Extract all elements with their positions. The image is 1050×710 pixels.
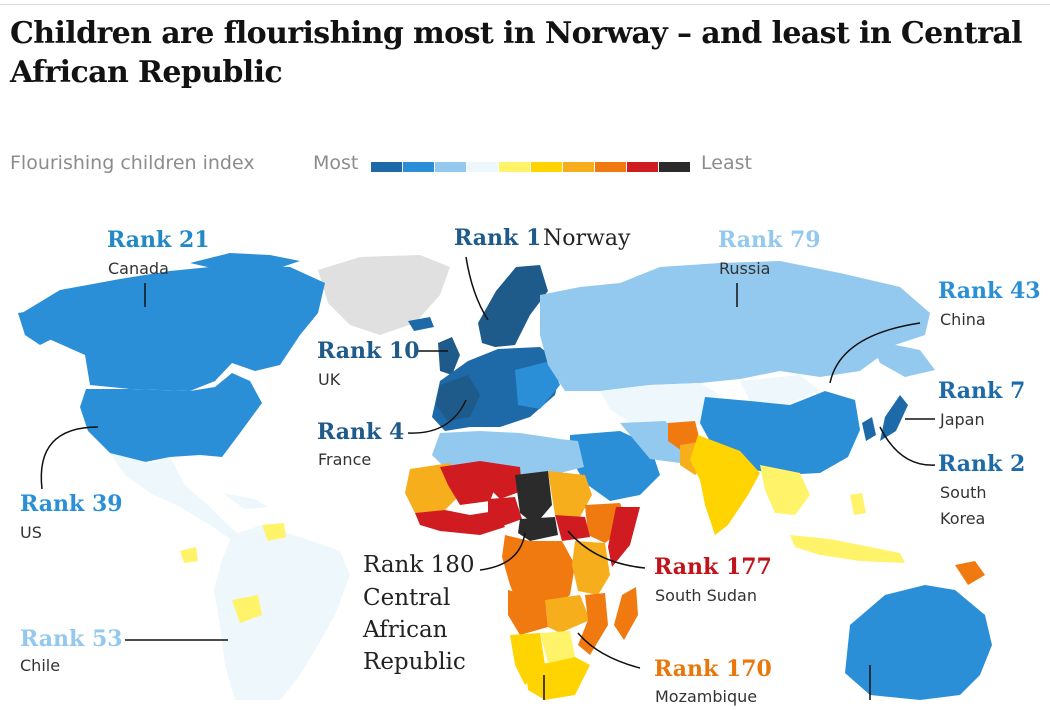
country-us: US [20,523,42,542]
region-mozambique [578,593,608,655]
leader-france [407,399,467,434]
region-mexico [110,453,240,540]
country-norway: Norway [543,226,631,251]
region-india [690,435,760,535]
region-usa [80,373,262,465]
leader-south-sudan [567,530,646,569]
legend-swatch [371,162,402,172]
legend-swatch [499,162,530,172]
rank-south-sudan: Rank 177 [654,554,772,580]
rank-us: Rank 39 [20,491,123,517]
legend-swatch [595,162,626,172]
leader-norway [465,256,489,321]
world-map [18,253,992,700]
region-middle-east [570,431,660,501]
region-greenland [318,255,450,335]
region-france [436,375,480,421]
leader-china [829,322,921,384]
leader-lines [40,256,936,700]
country-south-sudan: South Sudan [655,586,757,605]
country-uk: UK [318,370,341,389]
legend-swatch [531,162,562,172]
region-west-africa [415,510,505,535]
region-philippines [850,493,866,515]
legend-swatch [435,162,466,172]
leader-car [479,532,526,571]
region-central-asia [600,383,720,431]
region-bolivia [232,595,262,623]
legend-least: Least [701,152,752,174]
region-eastern-europe [515,361,560,409]
legend-swatch [467,162,498,172]
rank-japan: Rank 7 [938,378,1026,404]
region-nigeria [488,497,522,527]
region-central-africa [502,535,575,610]
region-russia-east [870,340,935,377]
rank-south-korea: Rank 2 [938,451,1026,477]
country-car: Central African Republic [363,585,466,675]
rank-china: Rank 43 [938,278,1041,304]
legend-swatch [659,162,690,172]
country-france: France [318,450,372,469]
region-alaska [18,307,60,345]
legend-swatch [627,162,658,172]
region-se-asia [760,465,810,515]
top-rule [0,4,1050,5]
region-guatemala [180,547,198,563]
country-chile: Chile [20,656,61,675]
country-china: China [940,310,986,329]
region-sudan [548,471,592,517]
region-australia [845,585,992,700]
region-east-africa [572,541,610,595]
region-uk [438,337,460,375]
country-japan: Japan [940,410,985,429]
rank-mozambique: Rank 170 [654,656,772,682]
rank-car: Rank 180 [363,552,475,578]
region-somalia [608,507,640,567]
region-russia [540,261,930,391]
legend-swatch [563,162,594,172]
rank-russia: Rank 79 [718,227,821,253]
leader-mozambique [577,632,641,669]
region-south-sudan [555,515,590,541]
region-botswana [540,631,575,663]
region-chad [515,471,552,525]
rank-norway: Rank 1 [454,225,542,251]
rank-france: Rank 4 [317,419,405,445]
leader-us [40,426,99,490]
region-arctic-islands [190,253,300,271]
region-caribbean [222,493,268,509]
rank-canada: Rank 21 [107,227,210,253]
region-japan [880,395,908,441]
region-south-america [214,525,350,700]
page-title: Children are flourishing most in Norway … [10,16,1023,90]
region-zambia [545,595,590,633]
country-russia: Russia [719,259,771,278]
region-canada [22,265,325,391]
region-niger [480,461,522,499]
region-venezuela [262,523,286,541]
region-car [518,517,558,541]
region-iceland [408,317,434,331]
region-madagascar [614,587,638,640]
leader-south-korea [879,426,936,466]
legend-swatch [403,162,434,172]
region-indonesia [790,535,905,563]
rank-uk: Rank 10 [317,338,420,364]
country-canada: Canada [108,259,169,278]
region-papua-new-guinea [955,561,985,585]
country-south-korea: South Korea [940,483,987,528]
legend-label: Flourishing children index [10,152,255,174]
region-mongolia [740,375,820,405]
country-mozambique: Mozambique [655,687,758,706]
rank-chile: Rank 53 [20,626,123,652]
region-korea [862,417,876,441]
region-scandinavia [478,265,548,347]
region-angola [508,590,548,635]
region-egypt [540,437,584,473]
legend-most: Most [313,152,359,174]
region-south-africa [525,657,590,700]
